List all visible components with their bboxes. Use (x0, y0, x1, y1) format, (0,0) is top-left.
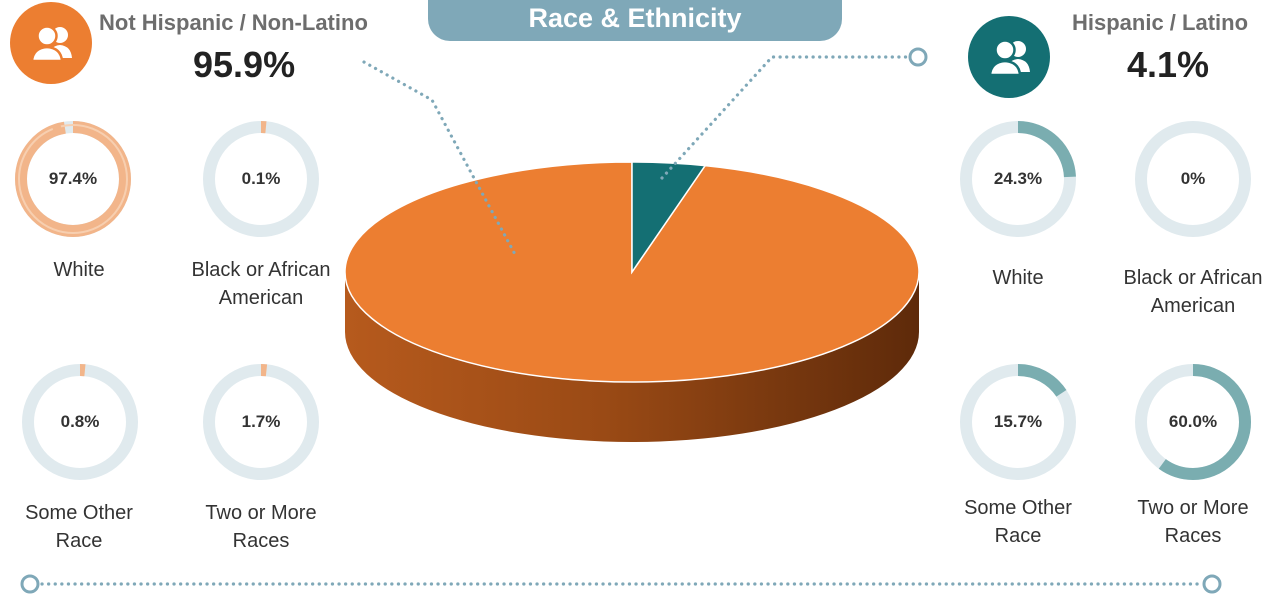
donut-arc (203, 121, 319, 237)
donut-value: 60.0% (1168, 412, 1218, 431)
category-label: White (53, 259, 105, 281)
donut-not-hispanic-black: 0.1% (196, 114, 326, 244)
category-label: White (992, 267, 1044, 289)
category-label: Black or African American (191, 259, 331, 309)
donut-value: 0.8% (60, 412, 100, 431)
connector-not-hispanic (362, 60, 519, 260)
donut-arc (960, 364, 1076, 480)
not-hispanic-percent: 95.9% (193, 44, 296, 85)
donut-value: 24.3% (993, 169, 1043, 188)
category-label: Black or African American (1123, 267, 1263, 317)
pie-side (345, 272, 919, 442)
people-icon (968, 16, 1050, 98)
donut-arc (22, 364, 138, 480)
donut-not-hispanic-other: 0.8% (15, 357, 145, 487)
category-label: Two or More Races (1137, 497, 1249, 547)
donut-arc (203, 364, 319, 480)
hispanic-percent: 4.1% (1127, 44, 1210, 85)
donut-hispanic-black: 0% (1128, 114, 1258, 244)
donut-not-hispanic-white: 97.4% (8, 114, 138, 244)
donut-value: 15.7% (993, 412, 1043, 431)
donut-not-hispanic-two-or-more: 1.7% (196, 357, 326, 487)
page-title: Race & Ethnicity (428, 0, 842, 41)
connector-endpoint (908, 47, 928, 67)
hispanic-label: Hispanic / Latino (1072, 10, 1249, 35)
donut-hispanic-other: 15.7% (953, 357, 1083, 487)
category-label: Some Other Race (25, 502, 133, 552)
donut-hispanic-two-or-more: 60.0% (1128, 357, 1258, 487)
donut-arc (960, 121, 1076, 237)
category-label: Some Other Race (964, 497, 1072, 547)
divider-endpoint-right (1202, 574, 1222, 594)
not-hispanic-label: Not Hispanic / Non-Latino (99, 10, 368, 35)
donut-arc (15, 121, 131, 237)
pie-slice-not-hispanic (344, 161, 920, 383)
donut-hispanic-white: 24.3% (953, 114, 1083, 244)
people-icon (10, 2, 92, 84)
connector-hispanic (660, 55, 914, 180)
pie-slice-hispanic (631, 161, 707, 275)
category-label: Two or More Races (205, 502, 317, 552)
donut-value: 0.1% (241, 169, 281, 188)
donut-value: 0% (1180, 169, 1206, 188)
donut-value: 97.4% (48, 169, 98, 188)
divider-endpoint-left (20, 574, 40, 594)
donut-value: 1.7% (241, 412, 281, 431)
donut-arc (1135, 364, 1251, 480)
